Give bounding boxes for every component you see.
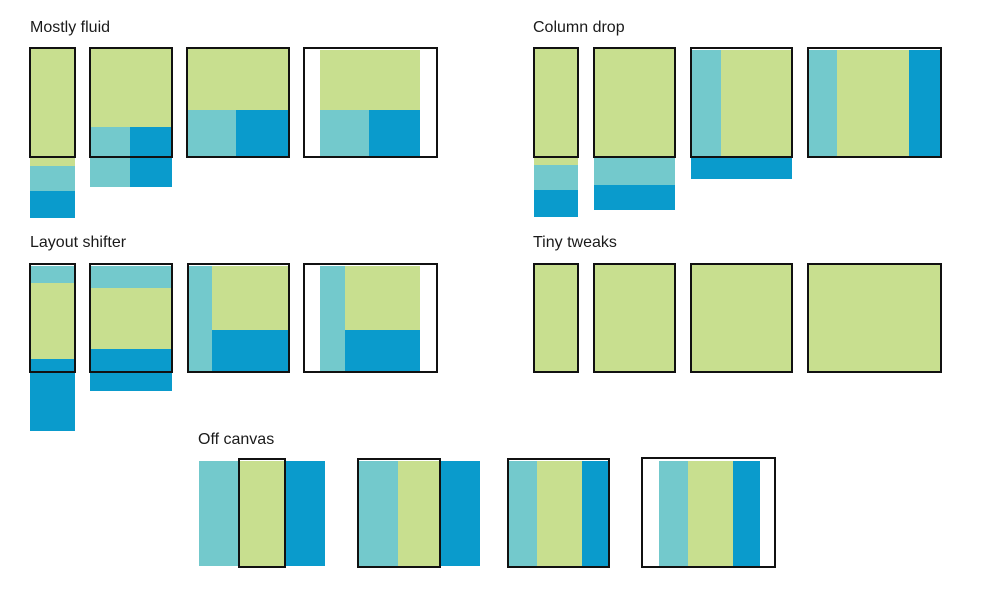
tertiary-column-block bbox=[594, 185, 675, 210]
tertiary-column-block bbox=[212, 330, 288, 371]
tertiary-column-block bbox=[440, 461, 480, 566]
main-content-block bbox=[212, 266, 288, 330]
viewport-frame bbox=[186, 47, 290, 158]
off-canvas-title: Off canvas bbox=[198, 431, 275, 448]
secondary-column-block bbox=[320, 266, 345, 371]
secondary-column-block bbox=[594, 157, 675, 185]
secondary-column-block bbox=[534, 165, 578, 190]
viewport-frame bbox=[29, 263, 76, 373]
main-content-block bbox=[320, 50, 420, 110]
tertiary-column-block bbox=[582, 461, 608, 566]
main-content-block bbox=[808, 264, 941, 372]
secondary-column-block bbox=[30, 266, 75, 283]
layout-shifter-title: Layout shifter bbox=[30, 234, 127, 251]
main-content-block bbox=[837, 50, 909, 157]
main-content-block bbox=[537, 461, 582, 566]
secondary-column-block bbox=[199, 461, 239, 566]
viewport-frame bbox=[303, 47, 438, 158]
main-content-block bbox=[345, 266, 420, 330]
secondary-column-block bbox=[320, 110, 369, 157]
viewport-frame bbox=[641, 457, 776, 568]
secondary-column-block bbox=[508, 461, 537, 566]
viewport-frame bbox=[807, 47, 942, 158]
tertiary-column-block bbox=[345, 330, 420, 371]
main-content-block bbox=[594, 264, 675, 372]
secondary-column-block bbox=[187, 110, 236, 157]
viewport-frame bbox=[89, 47, 173, 158]
tertiary-column-block bbox=[534, 190, 578, 217]
tertiary-column-block bbox=[691, 157, 792, 179]
main-content-block bbox=[398, 461, 440, 566]
secondary-column-block bbox=[691, 50, 721, 157]
main-content-block bbox=[30, 283, 75, 359]
viewport-frame bbox=[89, 263, 173, 373]
viewport-frame bbox=[807, 263, 942, 373]
viewport-frame bbox=[187, 263, 290, 373]
secondary-column-block bbox=[358, 461, 398, 566]
viewport-frame bbox=[690, 263, 793, 373]
main-content-block bbox=[90, 288, 172, 349]
tertiary-column-block bbox=[30, 191, 75, 218]
tiny-tweaks-title: Tiny tweaks bbox=[533, 234, 617, 251]
tertiary-column-block bbox=[733, 461, 760, 566]
main-content-block bbox=[688, 461, 733, 566]
main-content-block bbox=[239, 461, 285, 566]
secondary-column-block bbox=[808, 50, 837, 157]
viewport-frame bbox=[533, 47, 579, 158]
main-content-block bbox=[721, 50, 791, 157]
column-drop-title: Column drop bbox=[533, 19, 625, 36]
viewport-frame bbox=[690, 47, 793, 158]
tertiary-column-block bbox=[236, 110, 288, 157]
secondary-column-block bbox=[30, 166, 75, 191]
viewport-frame bbox=[507, 458, 610, 568]
viewport-frame bbox=[357, 458, 441, 568]
main-content-block bbox=[534, 48, 578, 165]
mostly-fluid-title: Mostly fluid bbox=[30, 19, 111, 36]
tertiary-column-block bbox=[369, 110, 420, 157]
main-content-block bbox=[187, 48, 288, 110]
viewport-frame bbox=[593, 263, 676, 373]
secondary-column-block bbox=[659, 461, 688, 566]
main-content-block bbox=[90, 48, 172, 127]
secondary-column-block bbox=[188, 266, 212, 371]
viewport-frame bbox=[238, 458, 286, 568]
tertiary-column-block bbox=[285, 461, 325, 566]
viewport-frame bbox=[29, 47, 76, 158]
main-content-block bbox=[691, 264, 792, 372]
tertiary-column-block bbox=[90, 349, 172, 391]
main-content-block bbox=[594, 48, 675, 157]
viewport-frame bbox=[303, 263, 438, 373]
main-content-block bbox=[30, 48, 75, 166]
tertiary-column-block bbox=[909, 50, 940, 157]
main-content-block bbox=[534, 264, 578, 372]
viewport-frame bbox=[533, 263, 579, 373]
viewport-frame bbox=[593, 47, 676, 158]
secondary-column-block bbox=[90, 266, 172, 288]
